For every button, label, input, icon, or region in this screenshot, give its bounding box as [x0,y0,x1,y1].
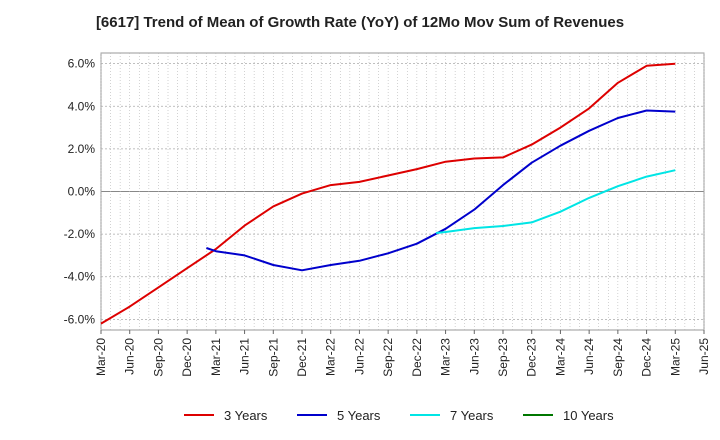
y-tick-label: -4.0% [64,270,96,284]
y-tick-label: 4.0% [68,99,96,113]
legend-label: 5 Years [337,408,381,423]
x-tick-label: Jun-20 [123,338,137,375]
series-line-3-years [100,62,676,325]
x-tick-label: Mar-21 [209,338,223,376]
x-tick-label: Dec-22 [410,338,424,377]
x-tick-label: Jun-24 [582,338,596,375]
series-line-7-years [435,169,676,234]
x-tick-label: Sep-21 [266,338,280,377]
x-tick-label: Sep-22 [381,338,395,377]
series-line-5-years [206,109,676,272]
series-lines [100,62,676,325]
x-tick-label: Sep-24 [611,338,625,377]
legend-label: 3 Years [224,408,268,423]
x-tick-label: Dec-24 [640,338,654,377]
x-tick-label: Dec-21 [295,338,309,377]
y-tick-label: -2.0% [64,227,96,241]
x-tick-label: Jun-21 [238,338,252,375]
legend: 3 Years 5 Years 7 Years 10 Years [184,408,614,423]
gridlines [100,53,705,330]
x-tick-label: Dec-23 [525,338,539,377]
legend-label: 7 Years [450,408,494,423]
y-tick-label: -6.0% [64,312,96,326]
x-tick-label: Sep-23 [496,338,510,377]
chart-title: [6617] Trend of Mean of Growth Rate (YoY… [95,14,625,31]
x-tick-label: Mar-20 [94,338,108,376]
x-tick-label: Dec-20 [180,338,194,377]
x-tick-label: Mar-24 [553,338,567,376]
x-tick-label: Jun-25 [697,338,711,375]
x-tick-label: Jun-22 [352,338,366,375]
axes: 6.0% 4.0% 2.0% 0.0% -2.0% -4.0% -6.0% Mar-20 Jun… [64,57,711,377]
y-tick-label: 0.0% [68,185,96,199]
y-tick-label: 6.0% [68,57,96,71]
x-tick-label: Sep-20 [151,338,165,377]
x-tick-label: Mar-25 [668,338,682,376]
legend-label: 10 Years [563,408,614,423]
y-tick-label: 2.0% [68,142,96,156]
x-tick-label: Jun-23 [467,338,481,375]
x-tick-label: Mar-23 [439,338,453,376]
x-tick-label: Mar-22 [324,338,338,376]
